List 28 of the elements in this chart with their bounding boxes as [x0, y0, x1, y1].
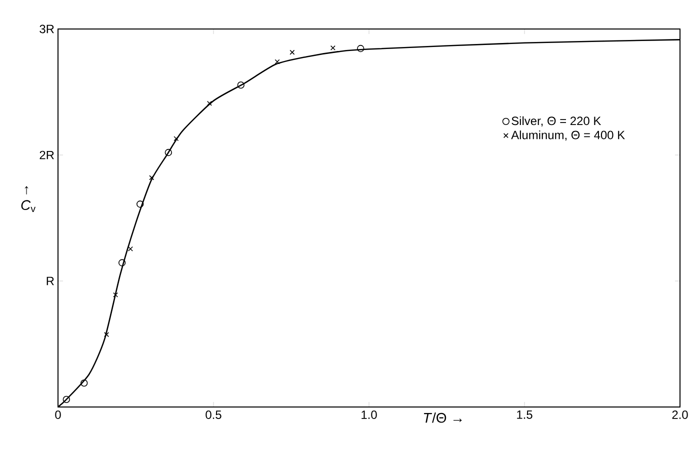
point: [149, 175, 154, 180]
point: [237, 81, 244, 89]
legend-label: Silver, Θ = 220 K: [512, 116, 602, 127]
x-tick-label: 1.0: [362, 410, 377, 419]
point: [357, 44, 364, 52]
legend-label: Aluminum, Θ = 400 K: [511, 130, 625, 141]
point: [62, 396, 70, 404]
point: [290, 50, 295, 55]
point: [104, 332, 110, 338]
point: [206, 100, 212, 106]
x-tick-label: 2.0: [672, 410, 688, 419]
point: [136, 200, 144, 208]
point: [118, 259, 126, 266]
x-tick-label: 1.5: [517, 410, 532, 419]
y-axis-title: ↑ C$_{v}$: [21, 186, 36, 212]
point: [80, 379, 88, 387]
y-tick-label: 2R: [40, 150, 54, 160]
point: [274, 59, 280, 64]
x-tick-label: 0.5: [206, 410, 222, 419]
x-tick-label: 0: [55, 410, 61, 419]
x-axis-title: T/Θ →: [424, 412, 462, 423]
point: [164, 148, 172, 156]
y-tick-label: 3R: [40, 24, 54, 34]
point: [174, 136, 179, 142]
point: [330, 45, 336, 50]
point: [113, 292, 118, 298]
y-tick-label: R: [46, 276, 54, 286]
point: [128, 246, 133, 252]
